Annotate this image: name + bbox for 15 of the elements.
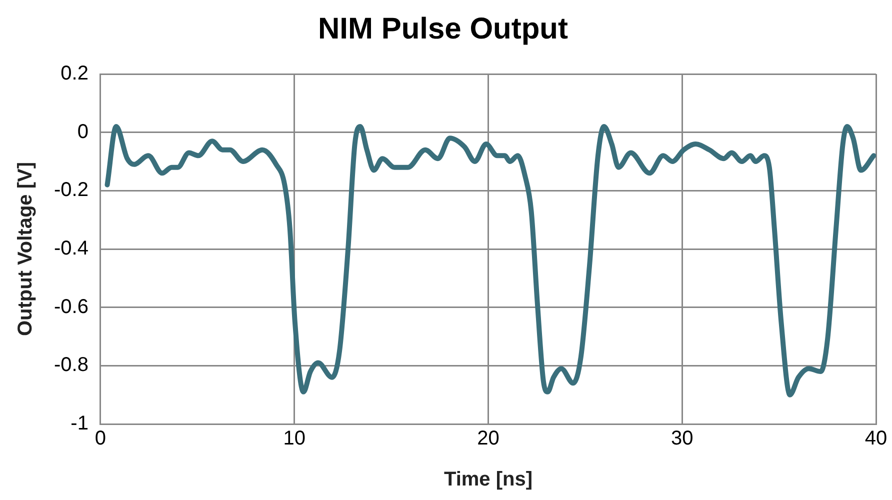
- chart-title: NIM Pulse Output: [318, 12, 568, 46]
- x-axis-title: Time [ns]: [444, 468, 533, 491]
- x-tick-label: 40: [864, 428, 888, 450]
- x-tick-label: 30: [670, 428, 694, 450]
- y-tick-label: -0.2: [54, 179, 88, 202]
- y-tick-label: -1: [70, 412, 88, 435]
- y-tick-label: -0.6: [54, 296, 88, 318]
- y-tick-label: 0: [77, 120, 88, 143]
- x-tick-label: 0: [94, 428, 106, 450]
- y-tick-label: -0.4: [54, 238, 88, 260]
- x-tick-label: 10: [283, 428, 306, 450]
- y-tick-label: -0.8: [54, 354, 88, 376]
- y-axis-title: Output Voltage [V]: [14, 162, 37, 336]
- x-tick-label: 20: [477, 428, 500, 450]
- y-tick-label: 0.2: [60, 62, 88, 85]
